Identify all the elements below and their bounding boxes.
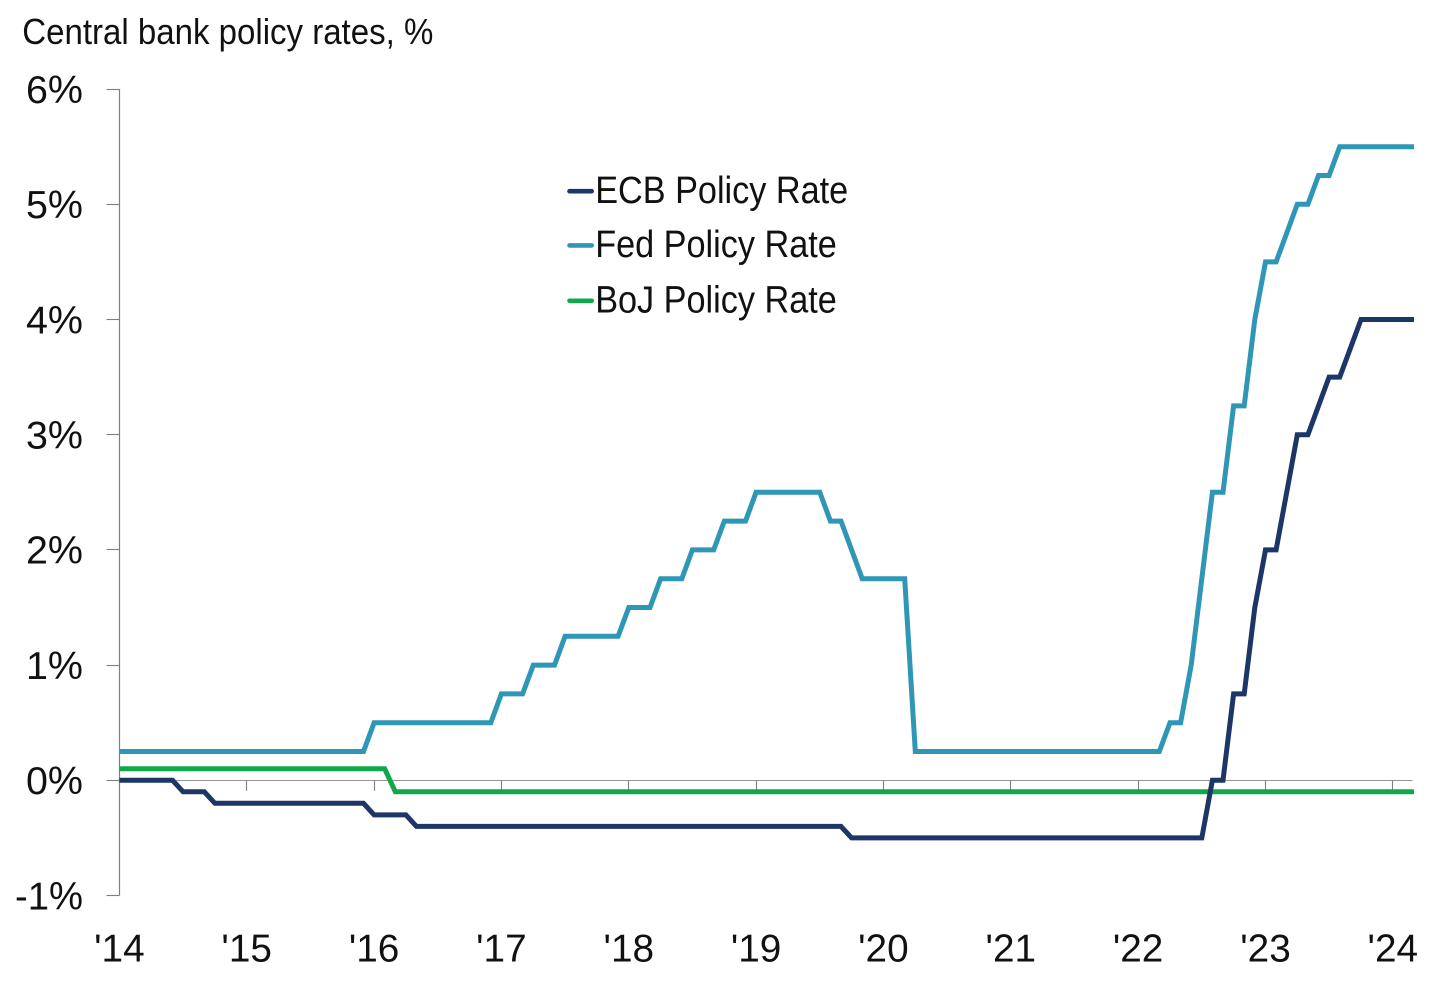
svg-text:1%: 1% [26, 645, 83, 688]
svg-text:'22: '22 [1113, 928, 1164, 971]
svg-text:0%: 0% [26, 760, 83, 803]
svg-text:6%: 6% [26, 69, 83, 112]
svg-text:2%: 2% [26, 530, 83, 573]
svg-text:'23: '23 [1240, 928, 1291, 971]
svg-text:'15: '15 [221, 928, 272, 971]
svg-text:BoJ Policy Rate: BoJ Policy Rate [595, 279, 837, 321]
svg-text:'17: '17 [476, 928, 527, 971]
svg-text:'16: '16 [349, 928, 400, 971]
svg-text:'21: '21 [986, 928, 1037, 971]
svg-text:'14: '14 [94, 928, 145, 971]
svg-text:'20: '20 [858, 928, 909, 971]
svg-text:3%: 3% [26, 415, 83, 458]
svg-text:'18: '18 [604, 928, 655, 971]
svg-text:'24: '24 [1368, 928, 1419, 971]
svg-text:4%: 4% [26, 299, 83, 342]
svg-text:'19: '19 [731, 928, 782, 971]
svg-text:5%: 5% [26, 184, 83, 227]
svg-text:Central bank policy rates, %: Central bank policy rates, % [22, 11, 433, 52]
svg-text:Fed Policy Rate: Fed Policy Rate [595, 224, 837, 266]
svg-text:-1%: -1% [15, 875, 83, 918]
svg-text:ECB Policy Rate: ECB Policy Rate [595, 170, 848, 212]
